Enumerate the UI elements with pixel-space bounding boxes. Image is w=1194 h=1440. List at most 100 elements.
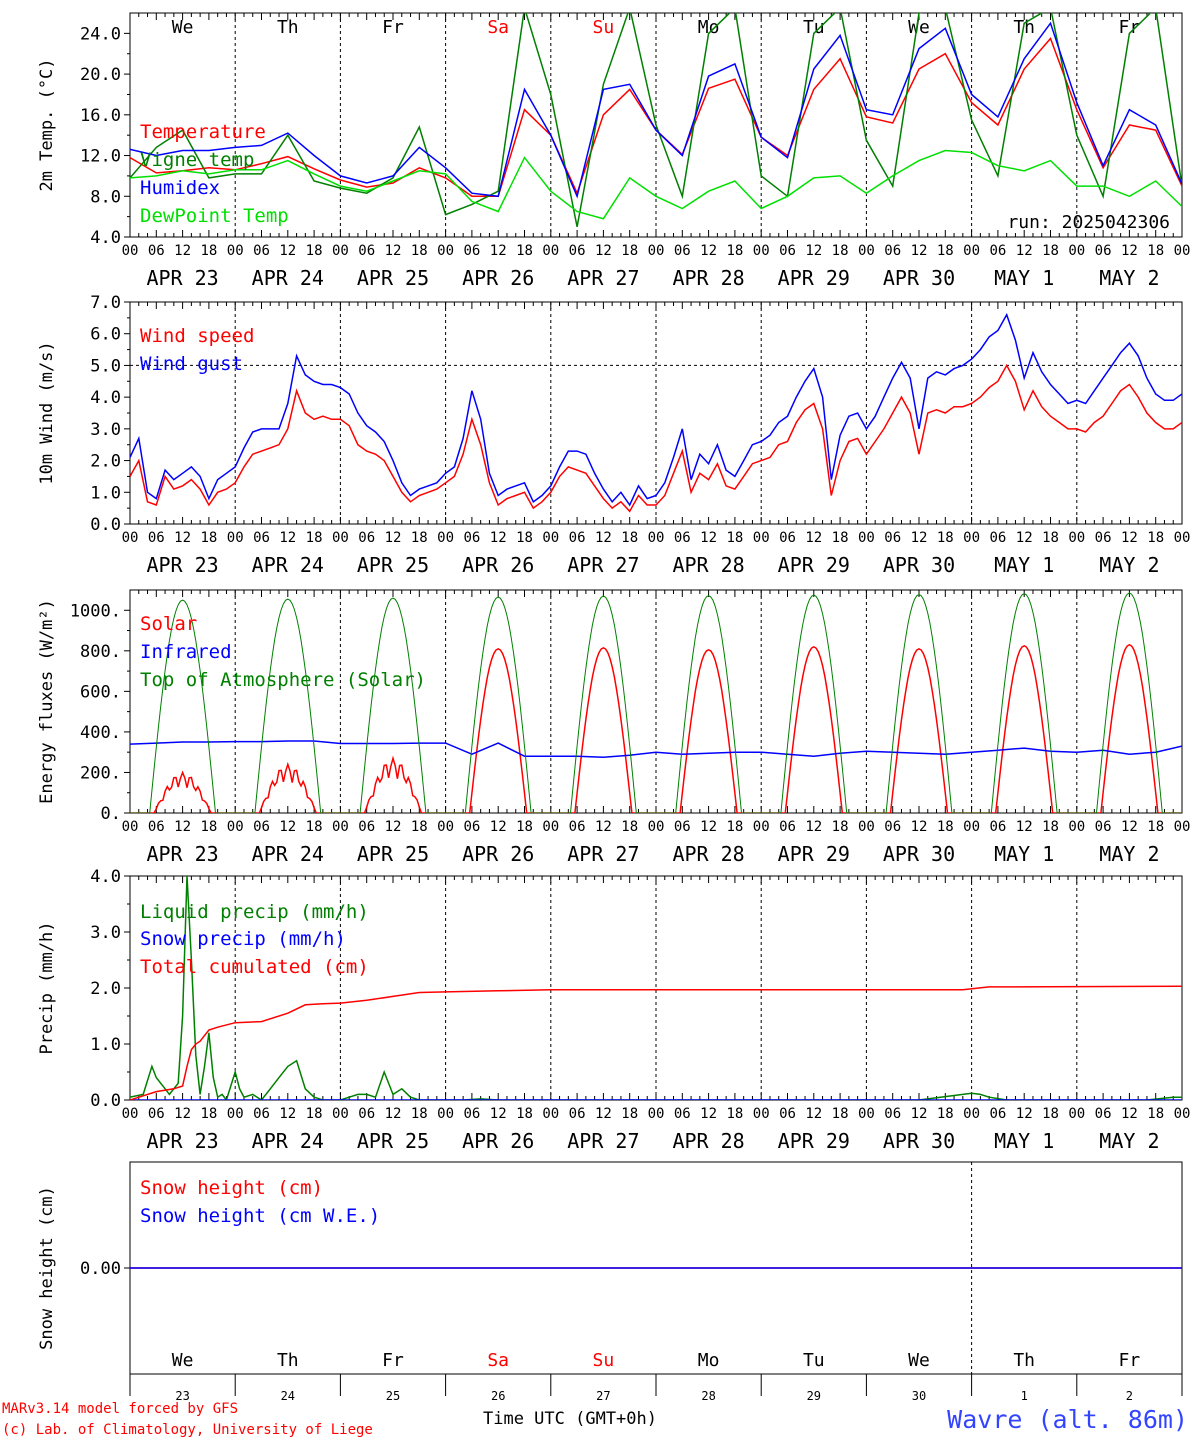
legend-entry: Snow height (cm W.E.) bbox=[140, 1205, 380, 1227]
weekday-label: Tu bbox=[803, 1350, 825, 1371]
y-tick-label: 2.0 bbox=[90, 452, 121, 472]
hour-label: 18 bbox=[621, 1106, 638, 1122]
hour-label: 00 bbox=[963, 243, 980, 259]
hour-label: 06 bbox=[569, 530, 586, 546]
date-label: APR 27 bbox=[567, 1129, 639, 1153]
date-label: APR 30 bbox=[883, 1129, 955, 1153]
y-tick-label: 4.0 bbox=[90, 388, 121, 408]
hour-label: 00 bbox=[1068, 530, 1085, 546]
hour-label: 12 bbox=[174, 530, 191, 546]
hour-label: 12 bbox=[911, 530, 928, 546]
y-tick-label: 3.0 bbox=[90, 923, 121, 943]
hour-label: 12 bbox=[1016, 530, 1033, 546]
hour-label: 00 bbox=[963, 530, 980, 546]
hour-label: 06 bbox=[358, 819, 375, 835]
y-tick-label: 20.0 bbox=[80, 65, 121, 85]
date-label: APR 27 bbox=[567, 266, 639, 290]
hour-label: 00 bbox=[122, 819, 139, 835]
legend-entry: Vigne temp bbox=[140, 149, 254, 171]
date-label: MAY 2 bbox=[1099, 266, 1159, 290]
hour-label: 12 bbox=[700, 530, 717, 546]
day-number: 2 bbox=[1126, 1389, 1133, 1403]
y-tick-label: 0.0 bbox=[90, 1091, 121, 1111]
y-tick-label: 3.0 bbox=[90, 420, 121, 440]
hour-label: 18 bbox=[516, 530, 533, 546]
hour-label: 18 bbox=[621, 819, 638, 835]
location-label: Wavre (alt. 86m) bbox=[947, 1405, 1188, 1434]
y-tick-label: 5.0 bbox=[90, 356, 121, 376]
series-line-wind-gust bbox=[130, 312, 1182, 507]
hour-label: 00 bbox=[122, 1106, 139, 1122]
date-label: APR 28 bbox=[672, 1129, 744, 1153]
date-label: MAY 2 bbox=[1099, 1129, 1159, 1153]
y-axis-title: Energy fluxes (W/m²) bbox=[37, 599, 57, 804]
hour-label: 12 bbox=[1121, 530, 1138, 546]
y-tick-label: 1000. bbox=[70, 601, 121, 621]
hour-label: 00 bbox=[542, 819, 559, 835]
panel-1: 4.0 8.0 12.0 16.0 20.0 24.0 2m Temp. (°C) 00 06 1… bbox=[37, 12, 1190, 290]
weekday-label: Mo bbox=[698, 17, 720, 38]
hour-label: 18 bbox=[937, 530, 954, 546]
hour-label: 00 bbox=[753, 819, 770, 835]
hour-label: 12 bbox=[279, 819, 296, 835]
hour-label: 18 bbox=[1042, 530, 1059, 546]
hour-label: 00 bbox=[122, 530, 139, 546]
hour-label: 18 bbox=[832, 530, 849, 546]
hour-label: 18 bbox=[726, 1106, 743, 1122]
y-tick-label: 24.0 bbox=[80, 24, 121, 44]
date-label: APR 27 bbox=[567, 842, 639, 866]
y-axis-title: Snow height (cm) bbox=[37, 1186, 57, 1350]
date-label: MAY 1 bbox=[994, 842, 1054, 866]
y-tick-label: 0. bbox=[101, 804, 121, 824]
hour-label: 00 bbox=[332, 243, 349, 259]
hour-label: 18 bbox=[411, 1106, 428, 1122]
date-label: APR 30 bbox=[883, 553, 955, 577]
hour-label: 00 bbox=[1068, 1106, 1085, 1122]
hour-label: 06 bbox=[884, 243, 901, 259]
series-line-dewpoint-temp bbox=[130, 149, 1182, 220]
hour-label: 00 bbox=[542, 243, 559, 259]
day-number: 24 bbox=[281, 1389, 295, 1403]
weekday-label: We bbox=[908, 1350, 930, 1371]
hour-label: 12 bbox=[595, 243, 612, 259]
hour-label: 06 bbox=[779, 1106, 796, 1122]
hour-label: 18 bbox=[832, 1106, 849, 1122]
hour-label: 06 bbox=[358, 530, 375, 546]
panel-5: 0.00 Snow height (cm) We Th Fr Sa Su Mo Tu We Th Fr… bbox=[37, 1161, 1183, 1403]
date-label: APR 26 bbox=[462, 842, 534, 866]
hour-label: 00 bbox=[963, 819, 980, 835]
date-label: APR 24 bbox=[252, 266, 324, 290]
hour-label: 06 bbox=[463, 1106, 480, 1122]
hour-label: 12 bbox=[490, 530, 507, 546]
lab-credit: (c) Lab. of Climatology, University of L… bbox=[2, 1422, 373, 1438]
series-group bbox=[130, 876, 1182, 1100]
y-tick-label: 16.0 bbox=[80, 106, 121, 126]
y-tick-label: 1.0 bbox=[90, 483, 121, 503]
date-label: APR 27 bbox=[567, 553, 639, 577]
hour-label: 12 bbox=[805, 530, 822, 546]
hour-label: 06 bbox=[674, 243, 691, 259]
panel-4: 0.0 1.0 2.0 3.0 4.0 Precip (mm/h) 00 06 12 18 00 06… bbox=[37, 867, 1190, 1153]
hour-label: 06 bbox=[674, 530, 691, 546]
hour-label: 00 bbox=[1174, 819, 1191, 835]
hour-label: 00 bbox=[1068, 819, 1085, 835]
hour-label: 00 bbox=[332, 1106, 349, 1122]
hour-label: 12 bbox=[700, 1106, 717, 1122]
y-tick-label: 12.0 bbox=[80, 147, 121, 167]
weekday-label: Fr bbox=[382, 17, 404, 38]
hour-label: 18 bbox=[516, 243, 533, 259]
hour-label: 06 bbox=[463, 530, 480, 546]
hour-label: 00 bbox=[963, 1106, 980, 1122]
hour-label: 00 bbox=[332, 530, 349, 546]
hour-label: 00 bbox=[437, 530, 454, 546]
hour-label: 00 bbox=[753, 530, 770, 546]
date-label: APR 23 bbox=[146, 842, 218, 866]
weekday-label: Fr bbox=[382, 1350, 404, 1371]
legend-entry: Humidex bbox=[140, 177, 220, 199]
legend-entry: Temperature bbox=[140, 121, 266, 143]
hour-label: 00 bbox=[648, 530, 665, 546]
hour-label: 18 bbox=[1042, 819, 1059, 835]
hour-label: 00 bbox=[437, 819, 454, 835]
hour-label: 18 bbox=[1147, 819, 1164, 835]
hour-label: 06 bbox=[148, 1106, 165, 1122]
